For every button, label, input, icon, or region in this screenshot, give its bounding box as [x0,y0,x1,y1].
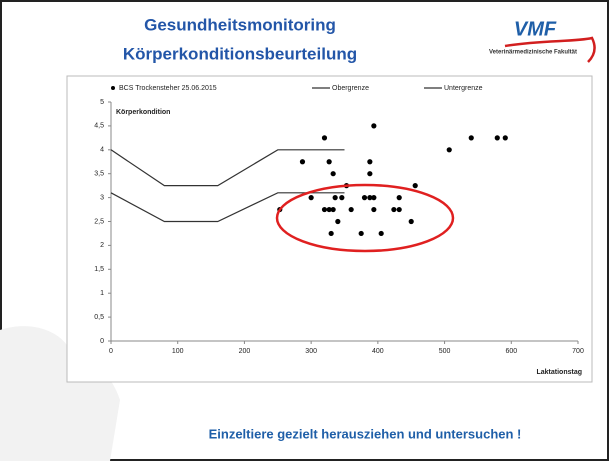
x-tick-label: 700 [572,348,584,355]
data-point [331,207,336,212]
data-point [371,195,376,200]
y-tick-label: 3,5 [94,171,104,178]
logo-mark: VMF [514,18,557,40]
data-point [397,207,402,212]
x-tick-label: 100 [172,348,184,355]
y-tick-label: 4 [100,147,104,154]
data-point [469,135,474,140]
data-point [409,219,414,224]
y-tick-label: 3 [100,194,104,201]
data-point [379,231,384,236]
y-tick-label: 1 [100,290,104,297]
y-tick-label: 5 [100,99,104,106]
x-tick-label: 200 [239,348,251,355]
x-tick-label: 600 [505,348,517,355]
legend-label: Untergrenze [444,85,483,92]
data-point [349,207,354,212]
data-point [331,171,336,176]
chart-frame [67,76,592,382]
y-tick-label: 1,5 [94,266,104,273]
x-tick-label: 300 [305,348,317,355]
data-point [413,183,418,188]
legend-label: BCS Trockensteher 25.06.2015 [119,85,217,92]
y-tick-label: 0 [100,338,104,345]
data-point [339,195,344,200]
data-point [367,171,372,176]
data-point [397,195,402,200]
y-tick-label: 2,5 [94,218,104,225]
logo-caption: Veterinärmedizinische Fakultät [489,50,577,56]
data-point [335,219,340,224]
y-axis-label: Körperkondition [116,109,170,116]
data-point [503,135,508,140]
data-point [495,135,500,140]
data-point [322,207,327,212]
data-point [327,159,332,164]
x-axis-label: Laktationstag [536,369,582,376]
y-tick-label: 0,5 [94,314,104,321]
legend-label: Obergrenze [332,85,369,92]
data-point [329,231,334,236]
data-point [371,207,376,212]
data-point [333,195,338,200]
legend-marker [111,86,115,90]
x-tick-label: 0 [109,348,113,355]
data-point [362,195,367,200]
y-tick-label: 4,5 [94,123,104,130]
slide: Gesundheitsmonitoring Körperkonditionsbe… [0,0,609,461]
data-point [447,147,452,152]
footer-text: Einzeltiere gezielt herausziehen und unt… [209,426,522,441]
x-tick-label: 500 [439,348,451,355]
data-point [309,195,314,200]
data-point [391,207,396,212]
y-tick-label: 2 [100,242,104,249]
data-point [367,159,372,164]
data-point [359,231,364,236]
data-point [371,123,376,128]
data-point [322,135,327,140]
x-tick-label: 400 [372,348,384,355]
slide-title: Körperkonditionsbeurteilung [123,44,357,63]
data-point [300,159,305,164]
slide-title: Gesundheitsmonitoring [144,15,336,34]
